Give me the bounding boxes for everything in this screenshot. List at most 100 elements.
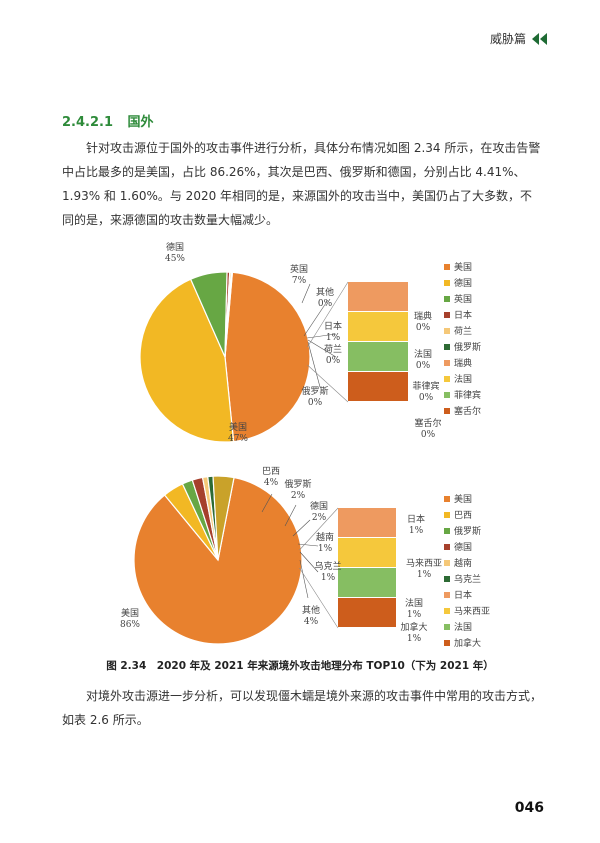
bar-of-pie-segment-2 [348,342,408,371]
leader-line-3 [297,543,319,547]
legend-label-6: 日本 [454,589,472,601]
header-title: 威胁篇 [489,32,526,46]
legend-label-5: 乌克兰 [454,573,481,585]
legend-label-5: 俄罗斯 [454,341,481,353]
bar-of-pie-segment-1 [338,538,396,567]
bar-label-3: 加拿大 1% [400,621,427,644]
legend-swatch-2 [444,296,450,302]
slice-label-4: 荷兰 0% [324,343,342,366]
legend-label-2: 俄罗斯 [454,525,481,537]
bar-label-2: 法国 1% [405,597,423,620]
legend-swatch-0 [444,496,450,502]
legend-swatch-7 [444,608,450,614]
connector-line-bottom [307,364,349,403]
pie-slice-1 [139,278,235,443]
leader-line-2 [292,519,311,537]
connector-line-top [307,281,349,348]
slice-label-1: 德国 45% [165,241,185,264]
legend-swatch-8 [444,392,450,398]
section-number: 2.4.2.1 [62,115,113,130]
slice-label-5: 其他 0% [316,286,334,309]
legend-label-9: 加拿大 [454,637,481,649]
body-paragraph-1: 针对攻击源位于国外的攻击事件进行分析，具体分布情况如图 2.34 所示，在攻击告… [62,141,541,227]
legend-swatch-7 [444,376,450,382]
legend-swatch-1 [444,512,450,518]
legend-label-7: 马来西亚 [454,606,490,617]
legend-swatch-1 [444,280,450,286]
pie-slice-5 [224,271,234,358]
leader-line-1 [284,504,297,527]
leader-line-2 [306,333,337,339]
bar-label-0: 日本 1% [407,513,425,536]
legend-label-9: 塞舌尔 [454,405,481,417]
legend-label-1: 巴西 [454,510,472,521]
leader-line-1 [303,299,329,337]
leader-line-0 [261,493,273,513]
page-header: 威胁篇 [490,30,548,47]
slice-label-1: 巴西 4% [262,466,280,488]
pie-chart-2020: 美国 47% 德国 45% 英国 7% 日本 1% 荷兰 0% 其他 0% 瑞典 0% 法国 0% 菲律宾 0% 塞… [0,236,600,451]
bar-of-pie-segment-2 [338,568,396,597]
legend-label-8: 法国 [454,621,472,633]
bar-of-pie-segment-3 [338,598,396,627]
slice-label-5: 乌克兰 1% [314,560,341,583]
pie-chart-2021: 美国 86% 巴西 4% 俄罗斯 2% 德国 2% 越南 1% 乌克兰 1% 其他 4% 日本 1% 马来西亚 1… [0,460,600,652]
slice-label-2: 英国 7% [290,263,308,286]
legend-swatch-8 [444,624,450,630]
legend-label-4: 荷兰 [454,325,472,337]
slice-label-3: 日本 1% [324,320,342,343]
pie-slice-6 [212,475,235,561]
bar-of-pie-segment-3 [348,372,408,401]
leader-line-5 [299,559,309,599]
legend-label-3: 日本 [454,309,472,321]
bar-label-3: 塞舌尔 0% [414,417,441,440]
bar-label-0: 瑞典 0% [414,310,432,333]
leader-line-0 [301,283,311,304]
pie-slice-0 [224,271,311,443]
legend-swatch-3 [444,312,450,318]
legend-swatch-0 [444,264,450,270]
legend-label-1: 德国 [454,277,472,289]
legend-swatch-6 [444,360,450,366]
figure-caption: 图 2.34 2020 年及 2021 年来源境外攻击地理分布 TOP10（下为… [106,660,494,672]
body-paragraph-2: 对境外攻击源进一步分析，可以发现僵木蠕是境外来源的攻击事件中常用的攻击方式，如表… [62,689,543,727]
legend-swatch-2 [444,528,450,534]
leader-line-4 [299,551,319,573]
legend-swatch-4 [444,328,450,334]
legend-label-0: 美国 [454,261,472,273]
bar-of-pie-segment-0 [348,282,408,311]
slice-label-3: 德国 2% [310,500,328,523]
bar-of-pie-segment-1 [348,312,408,341]
slice-label-0: 美国 47% [228,421,248,444]
extra-label-0: 俄罗斯 0% [301,385,328,408]
slice-label-2: 俄罗斯 2% [284,478,311,501]
legend-label-7: 法国 [454,373,472,385]
pie-chart-2020-svg: 美国 47% 德国 45% 英国 7% 日本 1%荷兰 0% 其他 0% 瑞典 0% 法国 0% 菲律宾 0% 塞… [139,241,481,444]
page-number: 046 [514,800,544,816]
legend-swatch-3 [444,544,450,550]
connector-line-bottom [299,567,339,629]
pie-chart-2021-svg: 美国 86% 巴西 4% 俄罗斯 2%德国 2% 越南 1% 乌克兰 1% 其他 4% 日本 1% 马来西亚 1… [120,466,490,649]
leader-line-3 [307,339,337,358]
legend-label-0: 美国 [454,493,472,505]
connector-line-top [299,507,339,551]
leader-line-4 [307,341,321,388]
bar-of-pie-segment-0 [338,508,396,537]
legend-label-6: 瑞典 [454,357,472,369]
legend-label-2: 英国 [454,293,472,305]
section-title: 国外 [127,115,154,130]
double-chevron-left-icon [532,32,547,45]
legend-swatch-6 [444,592,450,598]
legend-swatch-5 [444,576,450,582]
legend-swatch-4 [444,560,450,566]
slice-label-4: 越南 1% [316,531,334,554]
bar-label-1: 马来西亚 1% [406,558,442,580]
legend-swatch-5 [444,344,450,350]
slice-label-0: 美国 86% [120,607,140,630]
legend-label-8: 菲律宾 [454,389,481,401]
bar-label-1: 法国 0% [414,348,432,371]
legend-label-4: 越南 [454,557,472,569]
legend-swatch-9 [444,640,450,646]
legend-label-3: 德国 [454,541,472,553]
legend-swatch-9 [444,408,450,414]
